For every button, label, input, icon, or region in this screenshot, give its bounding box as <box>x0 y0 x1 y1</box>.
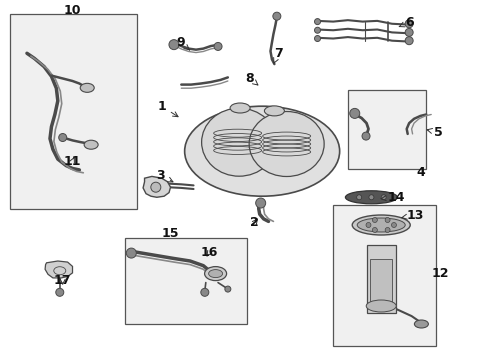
Circle shape <box>126 248 136 258</box>
Bar <box>333 205 436 346</box>
Circle shape <box>369 195 374 200</box>
Bar <box>10 14 137 209</box>
Circle shape <box>315 27 320 33</box>
Polygon shape <box>45 261 73 278</box>
Ellipse shape <box>415 320 428 328</box>
Text: 17: 17 <box>54 274 72 287</box>
Circle shape <box>350 108 360 118</box>
Ellipse shape <box>230 103 250 113</box>
Text: 2: 2 <box>250 216 259 229</box>
Text: 1: 1 <box>157 100 178 117</box>
Circle shape <box>201 288 209 296</box>
Ellipse shape <box>205 267 226 280</box>
Ellipse shape <box>84 140 98 149</box>
Text: 3: 3 <box>156 169 173 182</box>
Text: 8: 8 <box>245 72 258 85</box>
Polygon shape <box>143 176 171 197</box>
Ellipse shape <box>265 106 284 116</box>
Text: 5: 5 <box>427 126 443 139</box>
Ellipse shape <box>357 218 405 232</box>
Text: 13: 13 <box>401 209 424 222</box>
Text: 7: 7 <box>273 47 283 63</box>
Ellipse shape <box>249 112 324 176</box>
Circle shape <box>225 286 231 292</box>
Circle shape <box>366 222 371 228</box>
Circle shape <box>59 134 67 141</box>
Circle shape <box>372 228 377 233</box>
Text: 15: 15 <box>162 227 179 240</box>
Bar <box>125 238 247 324</box>
Ellipse shape <box>209 270 222 278</box>
Circle shape <box>381 195 386 200</box>
Text: 16: 16 <box>201 246 219 258</box>
Circle shape <box>362 132 370 140</box>
Circle shape <box>405 20 413 28</box>
Ellipse shape <box>201 108 277 176</box>
Circle shape <box>256 198 266 208</box>
Text: 6: 6 <box>399 16 414 29</box>
Circle shape <box>169 40 179 50</box>
Bar <box>367 245 396 313</box>
Text: 4: 4 <box>416 166 425 179</box>
Text: 11: 11 <box>64 155 81 168</box>
Circle shape <box>385 228 390 233</box>
Bar <box>348 90 426 169</box>
Circle shape <box>273 12 281 20</box>
Ellipse shape <box>345 191 397 204</box>
Text: 14: 14 <box>381 191 405 204</box>
Ellipse shape <box>366 300 396 312</box>
Circle shape <box>315 19 320 24</box>
Ellipse shape <box>352 215 410 235</box>
Text: 10: 10 <box>64 4 81 17</box>
Bar <box>370 259 392 302</box>
Circle shape <box>405 28 413 36</box>
Ellipse shape <box>185 106 340 196</box>
Circle shape <box>357 195 362 200</box>
Ellipse shape <box>80 83 94 92</box>
Circle shape <box>385 217 390 222</box>
Text: 9: 9 <box>176 36 190 50</box>
Text: 12: 12 <box>431 267 449 280</box>
Circle shape <box>405 37 413 45</box>
Circle shape <box>315 36 320 41</box>
Circle shape <box>214 42 222 50</box>
Circle shape <box>56 288 64 296</box>
Circle shape <box>372 217 377 222</box>
Circle shape <box>392 222 396 228</box>
Circle shape <box>151 182 161 192</box>
